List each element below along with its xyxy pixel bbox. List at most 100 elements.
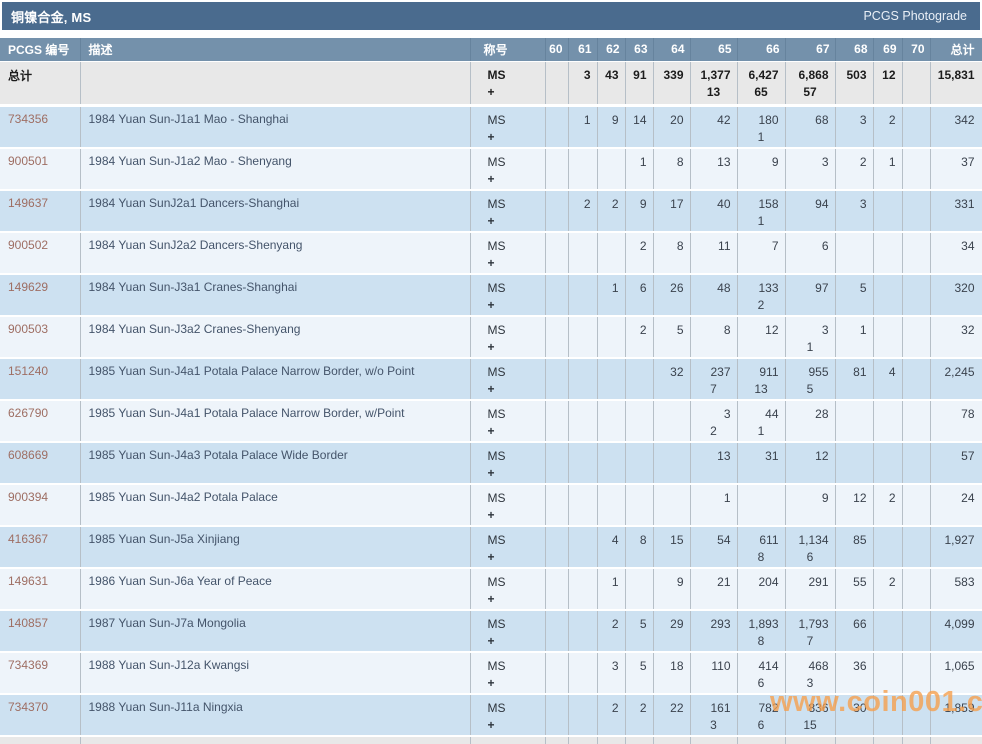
plus-count: [570, 297, 596, 314]
plus-count: [627, 339, 652, 356]
grade-63-cell: [625, 483, 654, 527]
plus-count: 65: [754, 84, 768, 99]
pcgs-number-link[interactable]: 900502: [8, 237, 49, 252]
grade-64-cell: [653, 441, 691, 485]
ms-count: 2: [639, 238, 647, 253]
plus-count: 7: [710, 381, 717, 396]
plus-count: [787, 591, 834, 608]
row-total: 1,065: [930, 651, 982, 695]
ms-count: [904, 448, 929, 465]
pcgs-number-link[interactable]: 734356: [8, 111, 49, 126]
designation-plus-label: +: [487, 381, 495, 396]
photograde-link[interactable]: PCGS Photograde: [863, 9, 967, 23]
ms-count: 8: [676, 154, 684, 169]
plus-count: 3: [806, 675, 814, 690]
pcgs-number-cell: 900394: [0, 483, 81, 527]
col-header-designation: 称号: [470, 38, 546, 62]
table-row: 151240 1985 Yuan Sun-J4a1 Potala Palace N…: [0, 357, 982, 401]
designation-plus-label: +: [487, 339, 495, 354]
pcgs-number-cell: 149637: [0, 189, 81, 233]
ms-count: 9: [821, 490, 829, 505]
grade-65-cell: 293: [690, 609, 738, 653]
plus-count: [547, 423, 567, 440]
ms-count: 3: [583, 67, 591, 82]
designation-ms-label: MS: [487, 364, 506, 379]
pcgs-number-link[interactable]: 149629: [8, 279, 49, 294]
grade-70-cell: [902, 61, 931, 107]
ms-count: 414: [758, 658, 779, 673]
designation-plus-label: +: [487, 675, 495, 690]
designation-plus-label: +: [487, 84, 495, 99]
pcgs-number-link[interactable]: 734370: [8, 699, 49, 714]
table-row: 900394 1985 Yuan Sun-J4a2 Potala Palace MS…: [0, 483, 982, 527]
grade-62-cell: 3: [597, 651, 626, 695]
next-row-partial-cell: [835, 735, 874, 744]
ms-count: 9: [771, 154, 779, 169]
plus-count: [787, 423, 834, 440]
grade-70-cell: [902, 483, 931, 527]
designation-ms-label: MS: [487, 448, 506, 463]
grade-61-cell: [568, 567, 598, 611]
plus-count: [875, 171, 901, 188]
plus-count: [875, 84, 901, 101]
pcgs-number-link[interactable]: 900394: [8, 489, 49, 504]
grade-60-cell: [545, 315, 569, 359]
designation-cell: MS +: [470, 189, 546, 233]
grade-70-cell: [902, 231, 931, 275]
page-title: 铜镍合金, MS: [11, 9, 92, 25]
plus-count: [837, 549, 872, 566]
ms-count: 14: [633, 112, 647, 127]
pcgs-number-link[interactable]: 608669: [8, 447, 49, 462]
pcgs-number-link[interactable]: 149631: [8, 573, 49, 588]
ms-count: 2: [611, 700, 619, 715]
pcgs-number-link[interactable]: 149637: [8, 195, 49, 210]
plus-count: [692, 255, 736, 272]
grade-65-cell: 1,377 13: [690, 61, 738, 107]
pcgs-number-link[interactable]: 626790: [8, 405, 49, 420]
ms-count: [655, 448, 689, 465]
grade-70-cell: [902, 693, 931, 737]
designation-cell: MS +: [470, 357, 546, 401]
plus-count: [904, 297, 929, 314]
pcgs-number-link[interactable]: 900503: [8, 321, 49, 336]
pcgs-number-link[interactable]: 151240: [8, 363, 49, 378]
grade-64-cell: 8: [653, 147, 691, 191]
totals-label-cell: 总计: [0, 61, 81, 107]
ms-count: [875, 238, 901, 255]
ms-count: 2: [639, 322, 647, 337]
next-row-partial-cell: [902, 735, 931, 744]
designation-cell: MS +: [470, 609, 546, 653]
ms-count: 13: [717, 448, 731, 463]
grade-69-cell: 1: [873, 147, 903, 191]
pcgs-number-link[interactable]: 734369: [8, 657, 49, 672]
designation-cell: MS +: [470, 273, 546, 317]
coin-description: 1984 Yuan Sun-J3a1 Cranes-Shanghai: [80, 273, 471, 317]
grade-66-cell: 782 6: [737, 693, 786, 737]
designation-plus-label: +: [487, 717, 495, 732]
ms-count: 20: [670, 112, 684, 127]
designation-ms-label: MS: [487, 238, 506, 253]
grade-69-cell: [873, 315, 903, 359]
pcgs-number-cell: 626790: [0, 399, 81, 443]
pcgs-number-link[interactable]: 900501: [8, 153, 49, 168]
grade-69-cell: [873, 525, 903, 569]
plus-count: [627, 423, 652, 440]
row-total-value: 15,831: [937, 67, 975, 82]
grade-63-cell: 2: [625, 231, 654, 275]
pcgs-number-link[interactable]: 416367: [8, 531, 49, 546]
ms-count: [570, 490, 596, 507]
pcgs-number-link[interactable]: 140857: [8, 615, 49, 630]
next-row-partial-cell: [873, 735, 903, 744]
ms-count: 3: [821, 154, 829, 169]
ms-count: 1,893: [748, 616, 779, 631]
designation-cell: MS +: [470, 399, 546, 443]
table-row: 734356 1984 Yuan Sun-J1a1 Mao - Shanghai M…: [0, 105, 982, 149]
ms-count: [655, 490, 689, 507]
totals-description-cell: [80, 61, 471, 107]
next-row-partial-cell: [653, 735, 691, 744]
grade-65-cell: 42: [690, 105, 738, 149]
grade-63-cell: [625, 441, 654, 485]
grade-68-cell: 66: [835, 609, 874, 653]
ms-count: [875, 658, 901, 675]
plus-count: [547, 381, 567, 398]
